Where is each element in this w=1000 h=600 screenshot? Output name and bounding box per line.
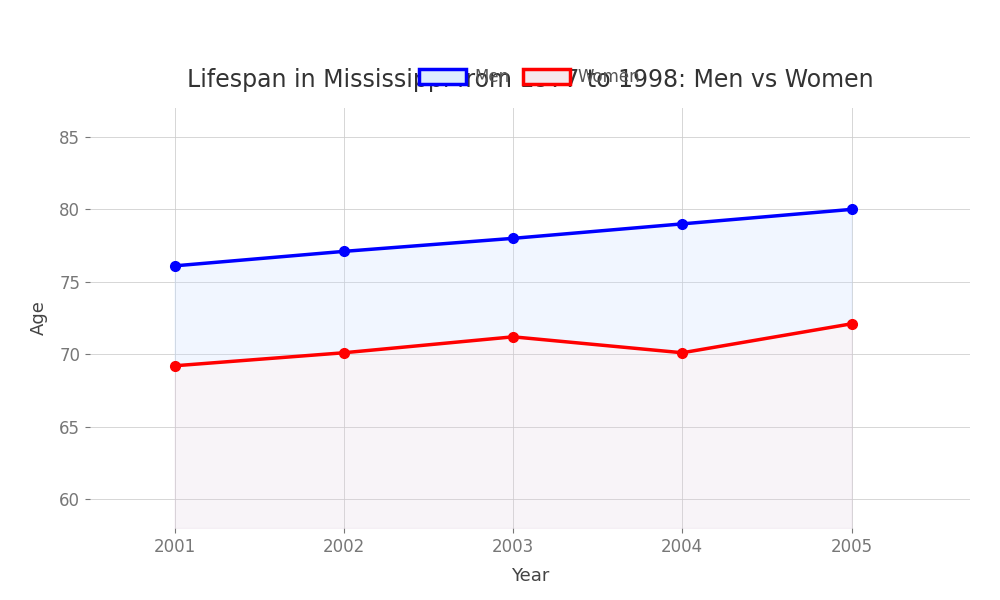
- Women: [338, 349, 350, 356]
- Men: [846, 206, 858, 213]
- Women: [507, 333, 519, 340]
- Men: [507, 235, 519, 242]
- X-axis label: Year: Year: [511, 567, 549, 585]
- Men: [169, 262, 181, 269]
- Women: [846, 320, 858, 328]
- Men: [676, 220, 688, 227]
- Women: [676, 349, 688, 356]
- Y-axis label: Age: Age: [30, 301, 48, 335]
- Men: [338, 248, 350, 255]
- Women: [169, 362, 181, 370]
- Line: Men: Men: [170, 205, 856, 271]
- Title: Lifespan in Mississippi from 1977 to 1998: Men vs Women: Lifespan in Mississippi from 1977 to 199…: [187, 68, 873, 92]
- Line: Women: Women: [170, 319, 856, 371]
- Legend: Men, Women: Men, Women: [413, 62, 647, 93]
